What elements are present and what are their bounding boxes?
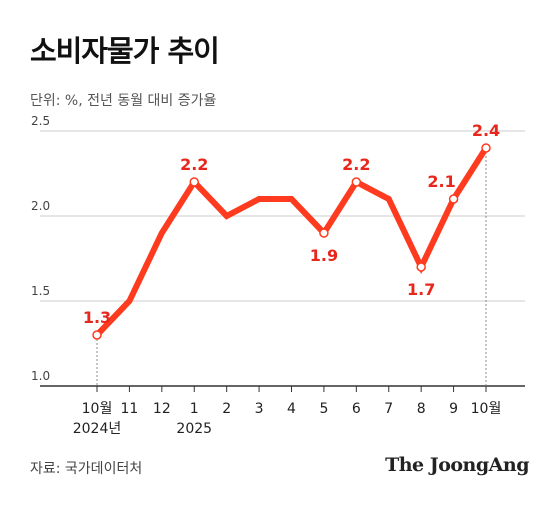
y-tick-label: 2.5 — [31, 114, 50, 128]
data-label: 2.2 — [180, 155, 208, 174]
data-label: 2.2 — [342, 155, 370, 174]
x-year-label: 2025 — [176, 421, 212, 437]
x-year-label: 2024년 — [73, 421, 122, 437]
x-tick-label: 4 — [287, 401, 296, 417]
data-point-marker — [416, 262, 426, 272]
x-tick-label: 3 — [255, 401, 264, 417]
chart-title: 소비자물가 추이 — [30, 34, 220, 68]
data-label: 1.9 — [310, 246, 338, 265]
data-label: 2.1 — [427, 172, 455, 191]
data-point-marker — [319, 228, 329, 238]
data-label: 1.7 — [407, 280, 435, 299]
x-tick-label: 12 — [153, 401, 171, 417]
source-note: 자료: 국가데이터처 — [30, 461, 143, 477]
y-tick-label: 2.0 — [31, 199, 50, 213]
x-tick-label: 2 — [222, 401, 231, 417]
x-tick-label: 10월 — [82, 401, 113, 417]
y-tick-label: 1.5 — [31, 284, 50, 298]
data-label: 2.4 — [472, 121, 500, 140]
data-point-marker — [351, 177, 362, 187]
x-tick-label: 6 — [352, 401, 361, 417]
x-tick-label: 10월 — [471, 401, 502, 417]
data-point-marker — [481, 143, 491, 153]
data-point-marker — [92, 330, 102, 340]
x-tick-label: 7 — [384, 401, 393, 417]
brand-logo: The JoongAng — [385, 454, 529, 476]
chart-subtitle: 단위: %, 전년 동월 대비 증가율 — [30, 93, 217, 109]
data-label: 1.3 — [83, 308, 111, 327]
x-tick-label: 5 — [319, 401, 328, 417]
x-tick-label: 1 — [190, 401, 199, 417]
x-tick-label: 9 — [449, 401, 458, 417]
y-tick-label: 1.0 — [31, 369, 50, 383]
data-point-marker — [189, 177, 199, 187]
x-tick-label: 8 — [417, 401, 426, 417]
x-tick-label: 11 — [121, 401, 139, 417]
data-point-marker — [448, 194, 459, 204]
